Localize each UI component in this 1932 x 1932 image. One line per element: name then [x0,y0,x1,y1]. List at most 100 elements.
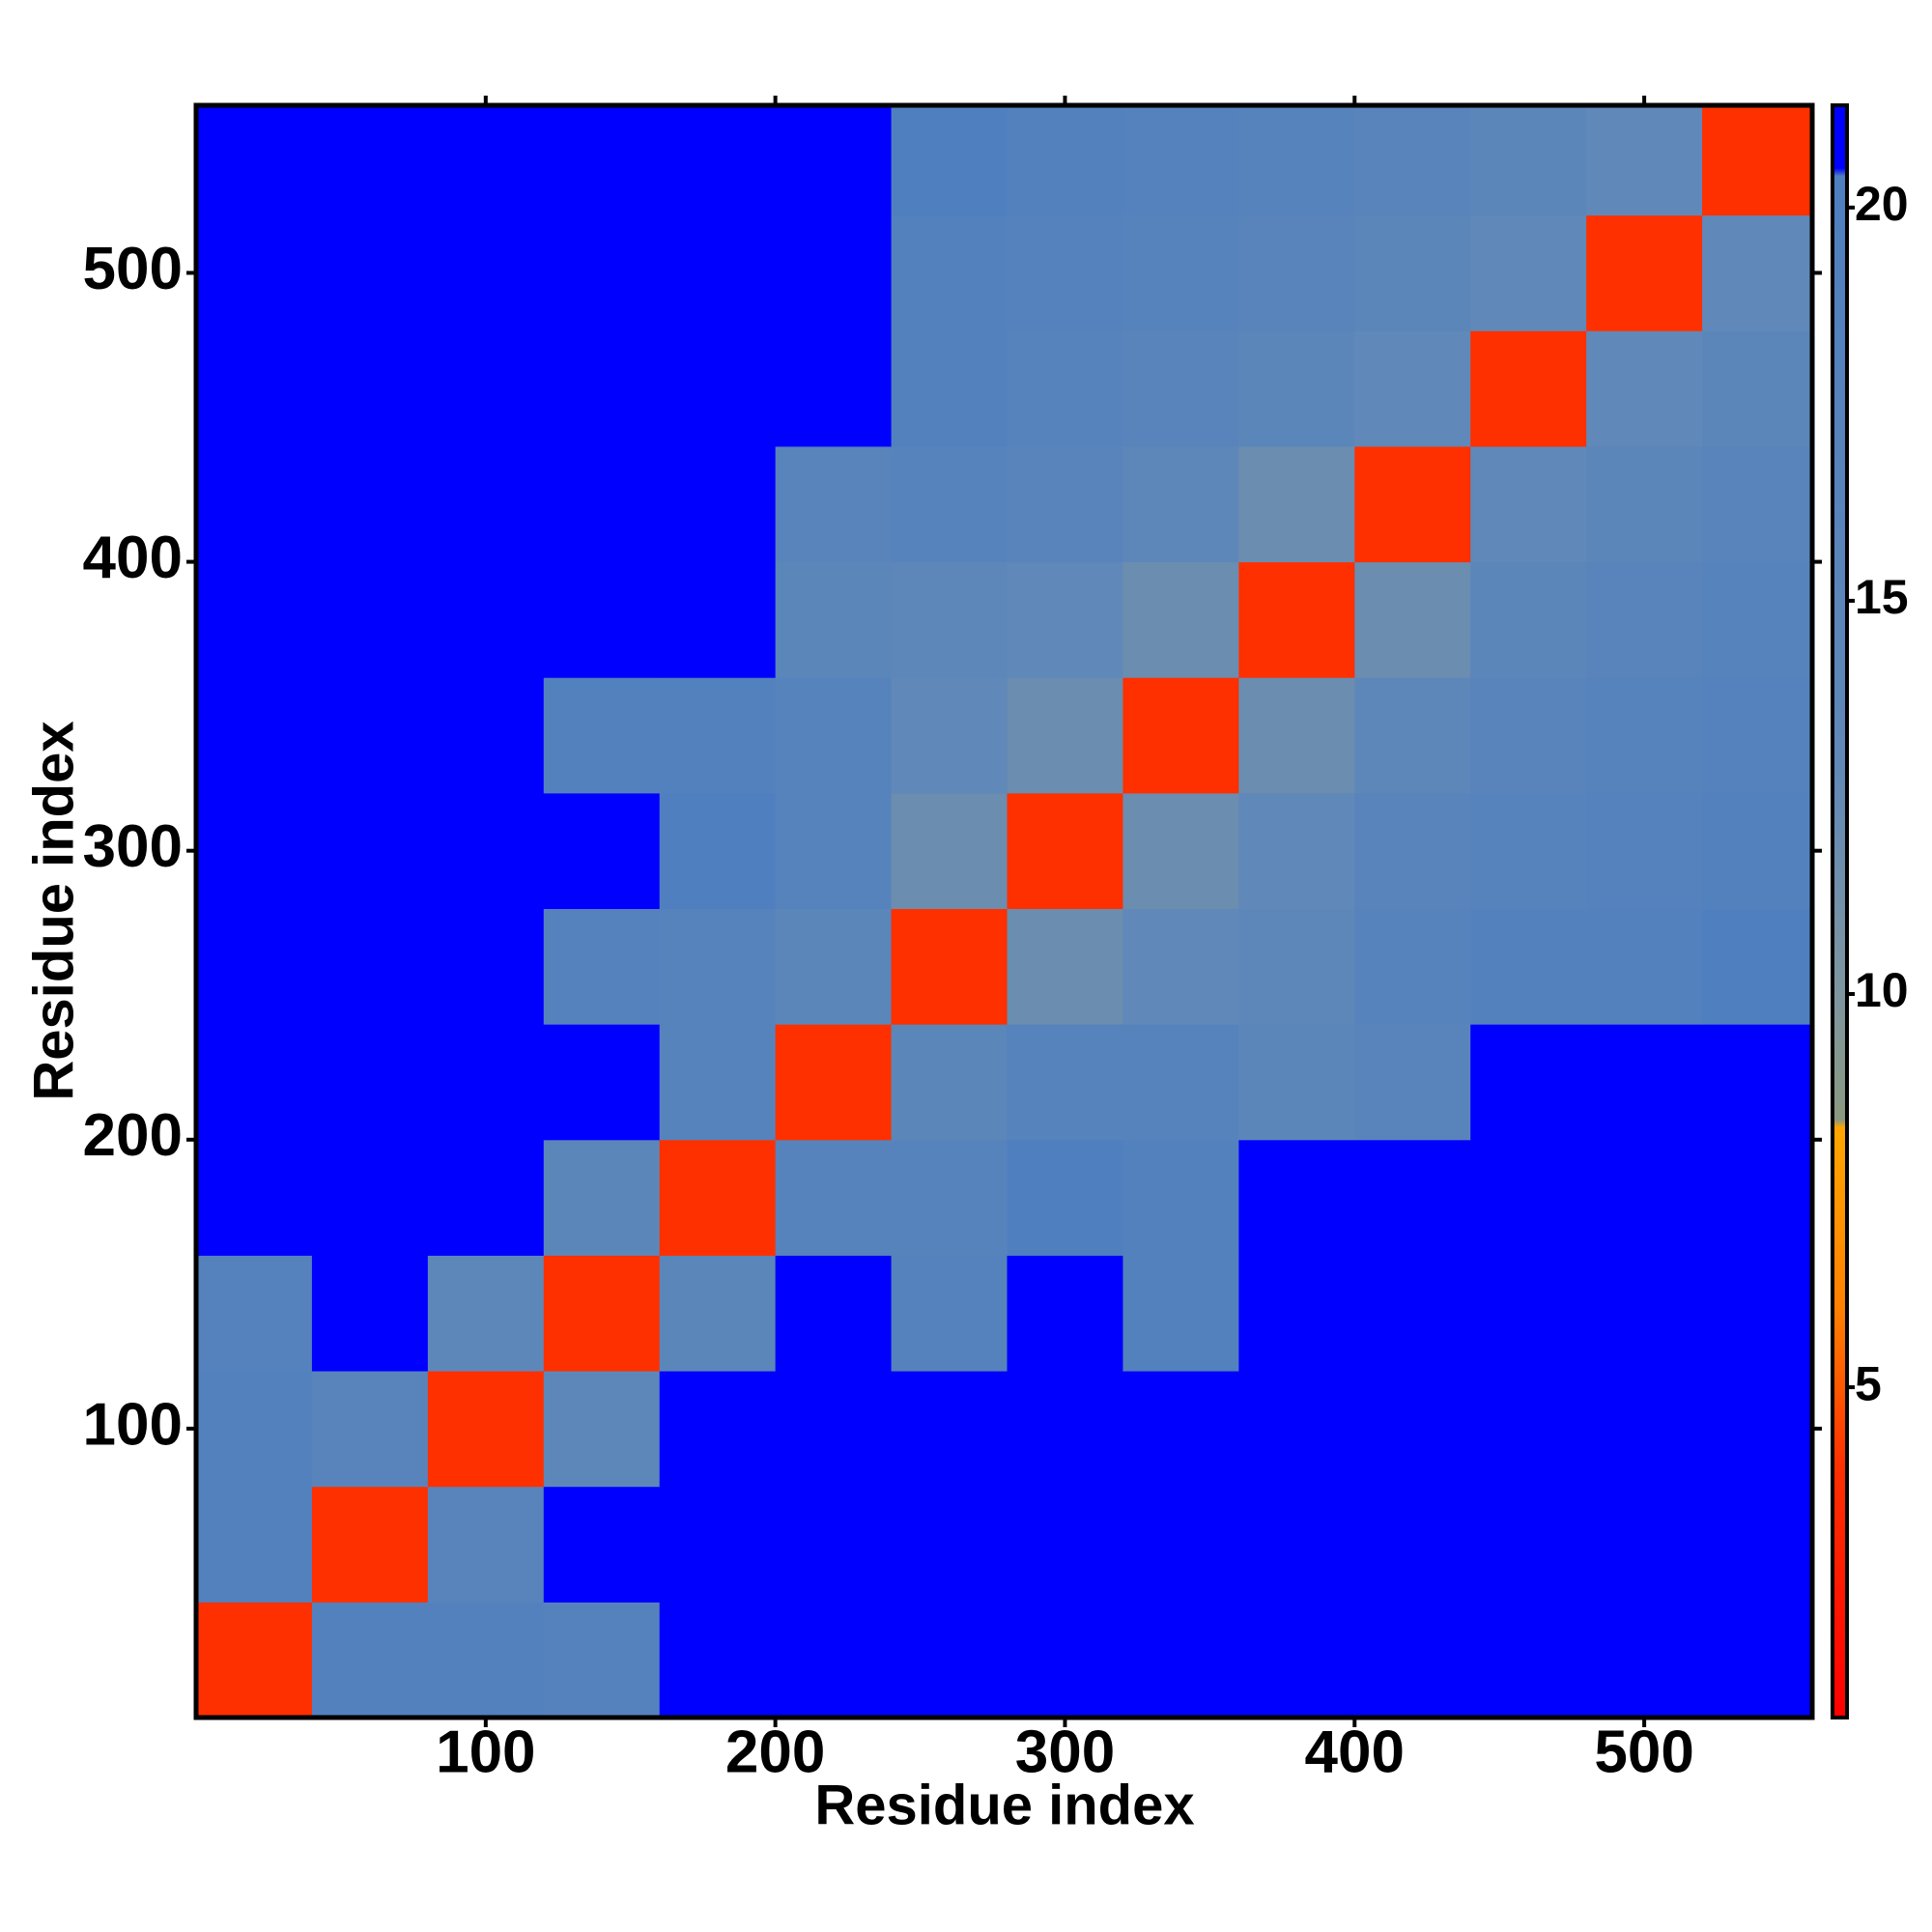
heatmap-cell [1586,1255,1703,1372]
heatmap-cell [659,1486,777,1603]
heatmap-cell [1470,330,1587,447]
heatmap-cell [1122,105,1239,216]
heatmap-cell [659,1139,777,1256]
heatmap-cell [775,1371,893,1488]
heatmap-cell [1702,1255,1812,1372]
heatmap-cell [659,677,777,794]
heatmap-cell [427,445,545,563]
heatmap-cell [1354,445,1471,563]
heatmap-cell [196,1371,313,1488]
heatmap-cell [543,1602,661,1718]
heatmap-cell [659,908,777,1025]
heatmap-cell [775,1602,893,1718]
heatmap-cell [1586,105,1703,216]
heatmap-cell [659,1024,777,1141]
heatmap-cell [1238,1602,1355,1718]
heatmap-cell [1238,214,1355,331]
heatmap-cell [1702,1371,1812,1488]
heatmap-cell [1354,1139,1471,1256]
heatmap-cell [1470,792,1587,910]
heatmap-cell [1354,1024,1471,1141]
heatmap-cell [891,908,1008,1025]
colorbar-tick-label: 20 [1855,177,1909,231]
heatmap-cell [1354,1371,1471,1488]
heatmap-cell [196,561,313,678]
x-tick-label: 300 [1015,1719,1115,1785]
heatmap-cell [1586,1139,1703,1256]
heatmap-cell [196,214,313,331]
heatmap-cell [311,330,429,447]
heatmap-cell [891,445,1008,563]
heatmap-cell [1238,1486,1355,1603]
heatmap-cell [1122,1486,1239,1603]
heatmap-cell [196,105,313,216]
heatmap-cell [1354,792,1471,910]
heatmap-cell [1702,1024,1812,1141]
heatmap-cell [427,1602,545,1718]
heatmap-cell [1354,561,1471,678]
heatmap-cell [543,677,661,794]
heatmap-cell [891,214,1008,331]
x-tick-label: 400 [1305,1719,1405,1785]
heatmap-cell [1238,1139,1355,1256]
heatmap-cell [1702,1139,1812,1256]
heatmap-cell [1702,330,1812,447]
heatmap-cell [775,445,893,563]
heatmap-cell [1702,1602,1812,1718]
heatmap-cell [1470,445,1587,563]
heatmap-cell [196,1139,313,1256]
heatmap-cell [1122,1139,1239,1256]
heatmap-cell [1470,214,1587,331]
heatmap-cell [196,1486,313,1603]
heatmap-cell [775,330,893,447]
y-tick-label: 400 [83,525,183,591]
heatmap-cell [1122,561,1239,678]
heatmap-cell [311,214,429,331]
heatmap-cell [543,908,661,1025]
heatmap-cell [311,1371,429,1488]
colorbar-tick-label: 10 [1855,963,1909,1017]
heatmap [196,105,1812,1718]
heatmap-cell [1007,908,1123,1025]
heatmap-cell [775,677,893,794]
heatmap-cell [1238,792,1355,910]
heatmap-cell [891,1024,1008,1141]
heatmap-cell [891,1486,1008,1603]
colorbar-tick-label: 15 [1855,570,1909,624]
heatmap-cell [1470,1139,1587,1256]
heatmap-cell [196,1255,313,1372]
heatmap-cell [1007,105,1123,216]
x-tick-label: 200 [725,1719,825,1785]
heatmap-cell [543,105,661,216]
heatmap-cell [1122,330,1239,447]
heatmap-cell [1470,908,1587,1025]
heatmap-cell [543,792,661,910]
heatmap-cell [1586,908,1703,1025]
heatmap-cell [659,1255,777,1372]
heatmap-cell [1007,1602,1123,1718]
heatmap-cell [543,1024,661,1141]
heatmap-cell [1586,1024,1703,1141]
heatmap-cell [1702,677,1812,794]
heatmap-cell [1470,1486,1587,1603]
heatmap-cell [1238,1024,1355,1141]
heatmap-cell [775,908,893,1025]
heatmap-cell [891,792,1008,910]
heatmap-cell [1238,1255,1355,1372]
heatmap-cell [1122,1371,1239,1488]
heatmap-cell [1702,792,1812,910]
heatmap-cell [1586,445,1703,563]
heatmap-cell [427,330,545,447]
heatmap-cell [196,330,313,447]
heatmap-cell [1354,330,1471,447]
heatmap-cell [1586,1602,1703,1718]
colorbar-tick-label: 5 [1855,1356,1882,1410]
heatmap-cell [1007,677,1123,794]
heatmap-cell [775,105,893,216]
heatmap-cell [775,561,893,678]
heatmap-cell [1238,561,1355,678]
x-tick-label: 100 [436,1719,535,1785]
heatmap-cell [196,677,313,794]
heatmap-cell [659,561,777,678]
